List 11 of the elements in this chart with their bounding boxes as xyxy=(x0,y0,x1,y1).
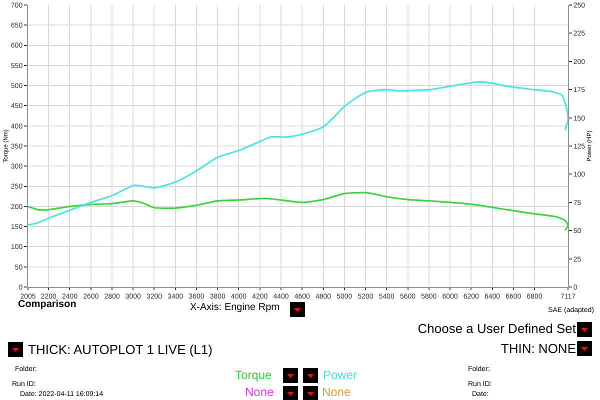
line-series xyxy=(28,192,568,231)
text: None xyxy=(322,385,351,399)
text: Comparison xyxy=(18,299,76,310)
text: THIN: NONE xyxy=(500,341,576,356)
text: Torque xyxy=(235,368,272,382)
text: Power xyxy=(323,368,358,382)
text: THICK: AUTOPLOT 1 LIVE (L1) xyxy=(28,342,212,357)
x-axis-title: X-Axis: Engine Rpm xyxy=(190,302,280,313)
line-series xyxy=(28,80,568,226)
text: None xyxy=(245,385,274,399)
text: Choose a User Defined Set xyxy=(418,321,576,336)
